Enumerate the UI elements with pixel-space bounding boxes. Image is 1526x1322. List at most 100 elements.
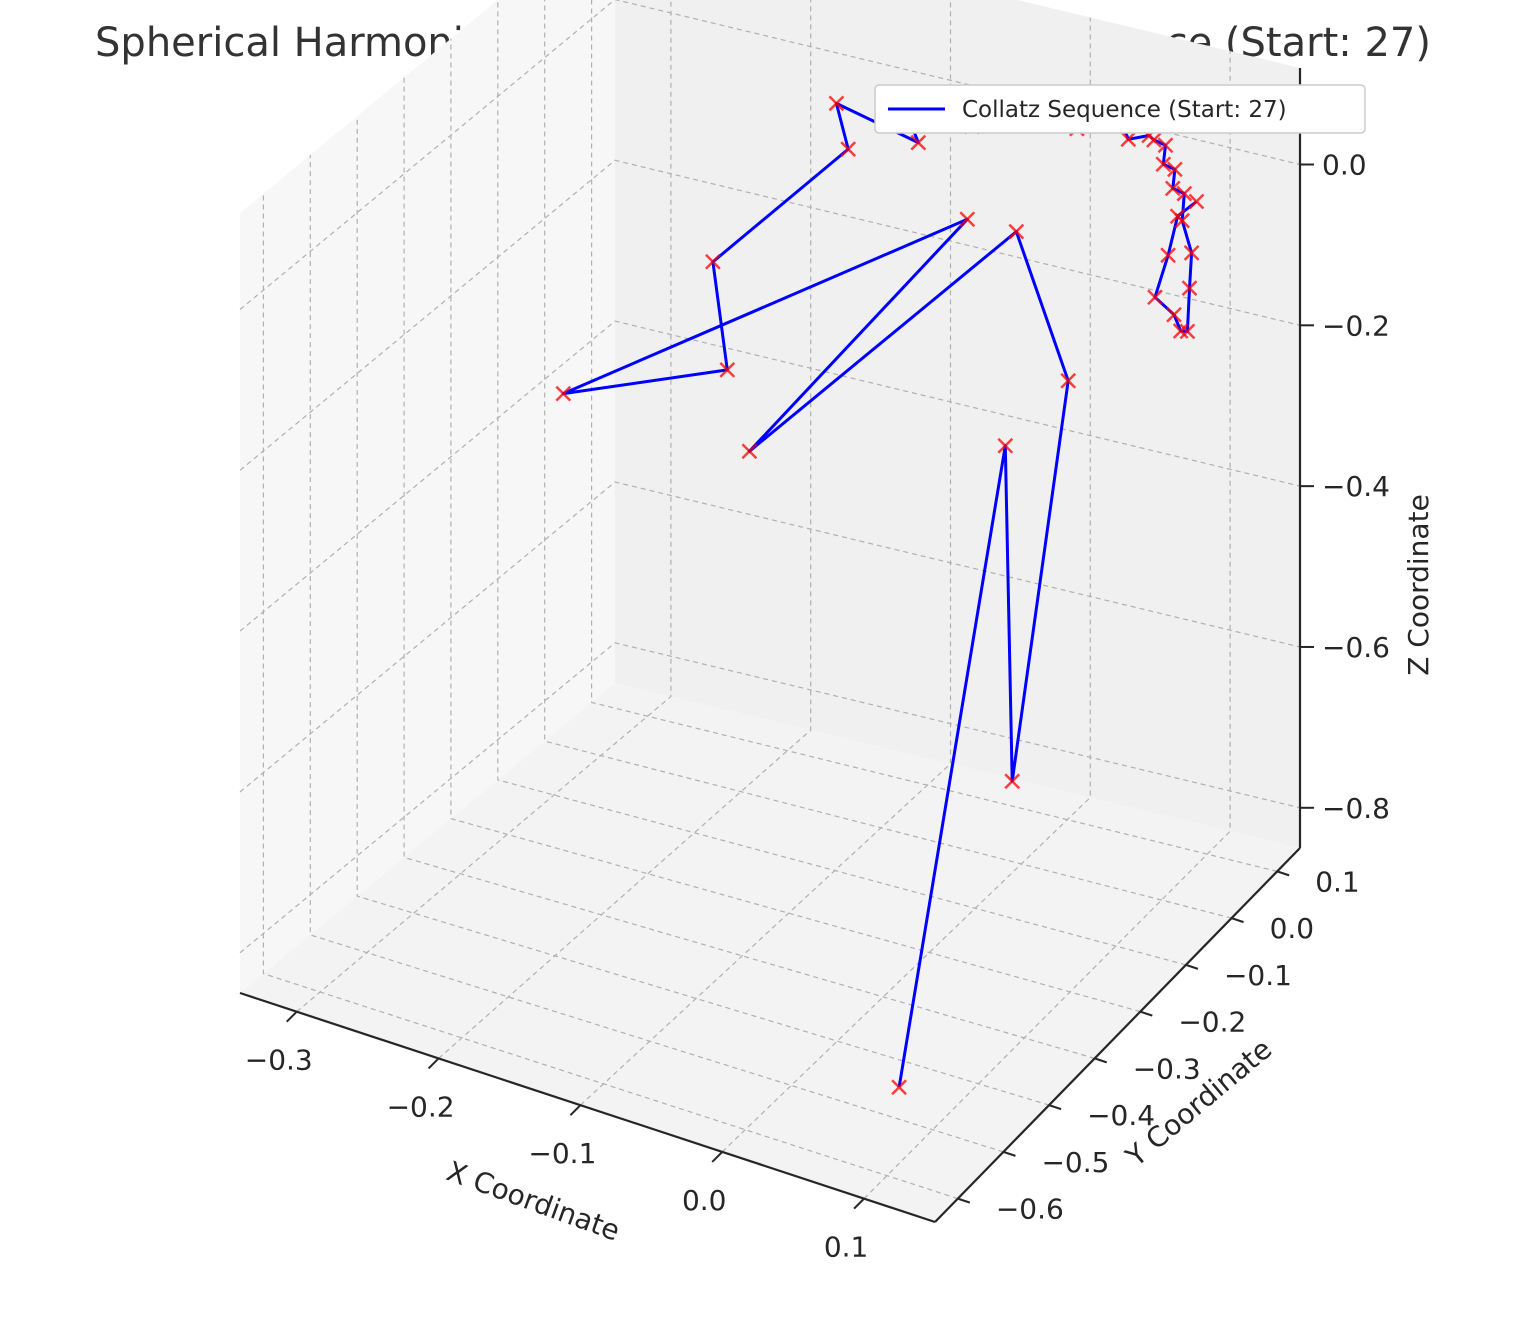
- data-point-marker: [1176, 185, 1193, 202]
- y-tick-label: −0.6: [996, 1193, 1064, 1226]
- x-tick-label: −0.1: [528, 1137, 596, 1170]
- y-tick-mark: [1231, 917, 1244, 924]
- marker-stroke: [1164, 180, 1181, 197]
- marker-stroke: [1157, 137, 1174, 154]
- y-tick-label: −0.1: [1224, 959, 1292, 992]
- y-tick-label: 0.1: [1315, 865, 1360, 898]
- data-point-marker: [1147, 289, 1163, 306]
- legend-label: Collatz Sequence (Start: 27): [962, 97, 1287, 123]
- axis-lines: [239, 68, 1302, 1224]
- marker-stroke: [910, 134, 927, 151]
- marker-stroke: [1008, 223, 1025, 240]
- axes-panes: [240, 0, 1300, 1222]
- x-tick-mark: [853, 1197, 865, 1210]
- z-gridline: [239, 642, 1301, 954]
- y-gridline: [450, 38, 1141, 1013]
- x-axis-line: [239, 991, 936, 1224]
- marker-stroke: [828, 95, 845, 112]
- data-point-marker: [1004, 773, 1021, 790]
- data-point-marker: [1008, 223, 1025, 240]
- marker-stroke: [1181, 280, 1198, 296]
- data-point-marker: [1160, 247, 1176, 264]
- z-tick-label: −0.8: [1322, 792, 1390, 825]
- marker-stroke: [1147, 289, 1163, 306]
- data-point-marker: [959, 211, 976, 228]
- y-gridline: [356, 116, 1050, 1106]
- data-point-marker: [1120, 131, 1137, 148]
- y-gridline: [590, 0, 1278, 872]
- marker-stroke: [1120, 131, 1137, 148]
- x-tick-mark: [427, 1057, 440, 1070]
- marker-stroke: [1146, 132, 1162, 148]
- y-tick-label: −0.2: [1178, 1006, 1246, 1039]
- z-tick-label: −0.4: [1322, 470, 1390, 503]
- marker-stroke: [1179, 323, 1196, 340]
- data-point-marker: [1169, 208, 1186, 225]
- marker-stroke: [1160, 247, 1176, 264]
- marker-stroke: [959, 211, 976, 228]
- y-tick-mark: [957, 1197, 971, 1204]
- tick-labels: −0.3−0.2−0.10.00.1−0.6−0.5−0.4−0.3−0.2−0…: [245, 148, 1390, 1263]
- data-point-marker: [1181, 280, 1198, 296]
- marker-stroke: [1183, 245, 1200, 261]
- marker-stroke: [1060, 372, 1077, 389]
- y-tick-mark: [1003, 1150, 1016, 1157]
- x-tick-label: −0.3: [245, 1044, 313, 1077]
- z-tick-label: −0.2: [1322, 309, 1390, 342]
- z-axis-label: Z Coordinate: [1402, 494, 1435, 676]
- floor-pane: [240, 683, 1300, 1222]
- marker-stroke: [555, 385, 572, 402]
- y-tick-label: 0.0: [1270, 912, 1315, 945]
- z-gridline: [239, 481, 1301, 793]
- data-point-marker: [1183, 245, 1200, 261]
- marker-stroke: [840, 141, 857, 157]
- data-point-marker: [1166, 306, 1182, 323]
- y-tick-label: −0.4: [1087, 1099, 1155, 1132]
- y-gridline: [262, 193, 958, 1200]
- y-tick-mark: [1276, 870, 1290, 877]
- y-tick-label: −0.3: [1133, 1052, 1201, 1085]
- data-point-marker: [705, 253, 721, 270]
- marker-stroke: [1169, 208, 1186, 225]
- y-tick-mark: [1094, 1057, 1108, 1064]
- z-gridline: [239, 159, 1301, 471]
- x-gridline: [438, 0, 812, 1059]
- x-tick-mark: [286, 1010, 298, 1023]
- x-gridline: [863, 51, 1231, 1200]
- marker-stroke: [1176, 185, 1193, 202]
- marker-stroke: [1004, 773, 1021, 790]
- y-gridline: [497, 0, 1187, 966]
- data-point-marker: [997, 437, 1014, 454]
- data-point-marker: [1146, 132, 1162, 148]
- data-point-marker: [719, 362, 736, 378]
- marker-stroke: [1172, 323, 1189, 339]
- data-point-marker: [1060, 372, 1077, 389]
- x-tick-label: 0.1: [824, 1231, 869, 1264]
- marker-stroke: [997, 437, 1014, 454]
- y-tick-mark: [1048, 1104, 1062, 1111]
- x-tick-label: −0.2: [387, 1090, 455, 1123]
- data-point-marker: [555, 385, 572, 402]
- x-gridline: [721, 17, 1091, 1153]
- data-point-marker: [1179, 323, 1196, 340]
- data-point-marker: [840, 141, 857, 157]
- x-tick-mark: [569, 1104, 582, 1116]
- data-point-marker: [1155, 156, 1172, 173]
- y-tick-mark: [1139, 1010, 1153, 1017]
- z-tick-label: 0.0: [1322, 148, 1367, 181]
- marker-stroke: [1167, 161, 1183, 178]
- data-point-marker: [910, 134, 927, 151]
- y-tick-mark: [1185, 963, 1199, 970]
- back-pane: [615, 0, 1300, 848]
- marker-stroke: [1166, 306, 1182, 323]
- marker-stroke: [1188, 193, 1205, 210]
- x-tick-label: 0.0: [682, 1184, 727, 1217]
- marker-stroke: [705, 253, 721, 270]
- data-point-marker: [1167, 161, 1183, 178]
- data-point-marker: [741, 443, 758, 460]
- x-gridline: [296, 0, 672, 1013]
- data-point-marker: [828, 95, 845, 112]
- marker-stroke: [891, 1079, 907, 1096]
- marker-stroke: [719, 362, 736, 378]
